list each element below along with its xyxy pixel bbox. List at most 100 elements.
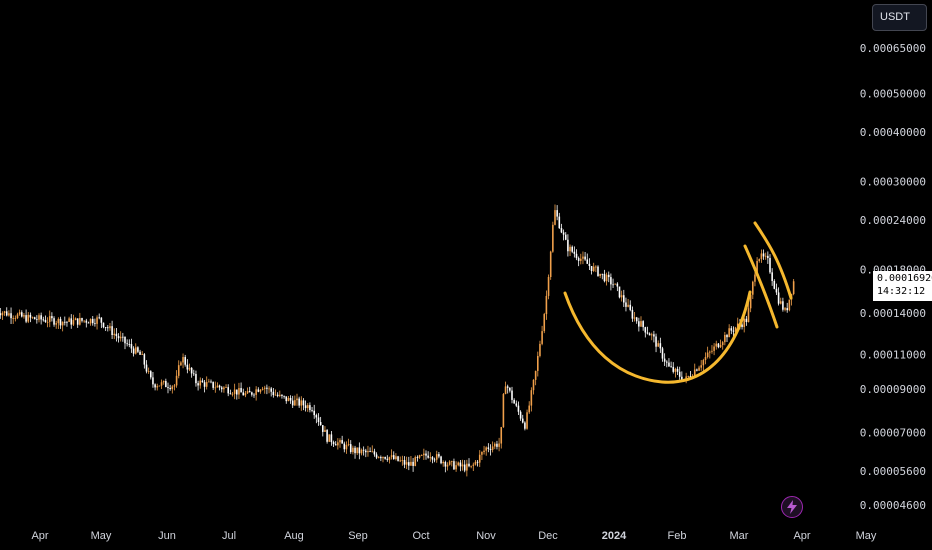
candle-body xyxy=(68,318,70,322)
candle-body xyxy=(367,450,369,453)
candle-body xyxy=(94,323,96,324)
candle-body xyxy=(659,343,662,349)
candle-body xyxy=(687,376,690,377)
candle-body xyxy=(754,274,756,282)
candle-body xyxy=(240,388,242,393)
candle-body xyxy=(597,266,599,276)
candle-body xyxy=(326,430,328,442)
candle-body xyxy=(431,457,434,460)
candle-body xyxy=(777,292,780,304)
candle-body xyxy=(352,447,354,453)
candle-body xyxy=(42,319,45,321)
candle-body xyxy=(371,451,374,453)
candle-body xyxy=(322,425,324,432)
candle-body xyxy=(195,373,197,384)
candle-body xyxy=(502,394,505,428)
candle-body xyxy=(590,265,593,271)
candle-body xyxy=(470,465,472,467)
time-axis[interactable]: Apr May Jun Jul Aug Sep Oct Nov Dec 2024 Feb Mar Apr… xyxy=(31,530,876,542)
time-axis-label: Feb xyxy=(668,530,687,542)
candle-body xyxy=(711,350,713,352)
candle-body xyxy=(721,342,724,345)
candle-body xyxy=(463,464,466,471)
candle-body xyxy=(599,273,601,276)
candle-body xyxy=(769,258,771,273)
candle-body xyxy=(382,456,384,459)
price-axis-label: 0.00005600 xyxy=(860,465,926,478)
candle-body xyxy=(588,263,591,266)
candle-body xyxy=(758,259,761,262)
candle-body xyxy=(676,368,679,372)
candle-body xyxy=(102,322,105,328)
candle-body xyxy=(577,258,580,261)
currency-selector-button[interactable]: USDT xyxy=(872,4,927,31)
candle-body xyxy=(227,387,229,394)
candle-body xyxy=(569,246,571,252)
candle-body xyxy=(575,253,578,259)
candle-body xyxy=(586,259,589,264)
candle-body xyxy=(259,389,262,392)
candle-body xyxy=(266,387,268,389)
candle-body xyxy=(440,456,442,464)
candle-body xyxy=(3,311,6,313)
candle-body xyxy=(771,272,773,281)
candle-body xyxy=(76,318,79,325)
candle-body xyxy=(530,390,533,406)
candle-body xyxy=(8,313,10,316)
candle-body xyxy=(504,386,507,395)
candle-body xyxy=(337,442,339,446)
candle-body xyxy=(453,461,455,470)
currency-label: USDT xyxy=(880,11,910,23)
candle-body xyxy=(478,454,481,463)
candle-body xyxy=(476,461,479,463)
candle-body xyxy=(517,405,520,412)
price-axis-label: 0.00009000 xyxy=(860,383,926,396)
price-axis-label: 0.00014000 xyxy=(860,307,926,320)
lightning-bolt-icon[interactable] xyxy=(781,496,803,518)
candle-body xyxy=(104,327,107,328)
candle-body xyxy=(184,357,186,365)
candle-body xyxy=(438,454,440,457)
candle-body xyxy=(100,317,103,323)
price-axis-label: 0.00024000 xyxy=(860,214,926,227)
candle-body xyxy=(311,410,313,411)
candle-body xyxy=(554,210,556,225)
candle-body xyxy=(528,405,530,413)
candle-body xyxy=(457,462,460,466)
candle-body xyxy=(607,274,610,278)
candle-body xyxy=(113,333,116,336)
candle-body xyxy=(782,301,784,310)
candle-body xyxy=(349,444,352,453)
candle-body xyxy=(552,224,554,252)
candle-body xyxy=(410,461,412,466)
time-axis-label: Aug xyxy=(284,530,304,542)
candle-body xyxy=(16,314,19,319)
candle-body xyxy=(158,385,161,387)
bar-countdown: 14:32:12 xyxy=(877,286,926,297)
time-axis-label: Oct xyxy=(412,530,429,542)
candle-body xyxy=(642,321,644,328)
candle-body xyxy=(584,256,586,260)
candle-body xyxy=(451,461,453,462)
candle-body xyxy=(399,460,401,462)
candle-body xyxy=(145,364,148,372)
candle-body xyxy=(685,376,687,379)
candle-body xyxy=(46,321,49,323)
candle-body xyxy=(31,317,34,319)
candle-body xyxy=(792,281,795,294)
candle-body xyxy=(225,387,227,388)
candle-body xyxy=(330,434,333,443)
candle-body xyxy=(706,352,709,357)
cup-annotation-curve xyxy=(563,290,752,384)
candle-body xyxy=(231,393,234,395)
time-axis-label: 2024 xyxy=(602,530,627,542)
time-axis-label: May xyxy=(856,530,877,542)
candle-body xyxy=(539,343,541,356)
candle-body xyxy=(442,462,444,464)
candle-body xyxy=(137,347,139,352)
candle-body xyxy=(380,457,382,459)
candle-body xyxy=(515,403,518,406)
candle-body xyxy=(580,258,582,261)
candle-body xyxy=(44,319,47,323)
